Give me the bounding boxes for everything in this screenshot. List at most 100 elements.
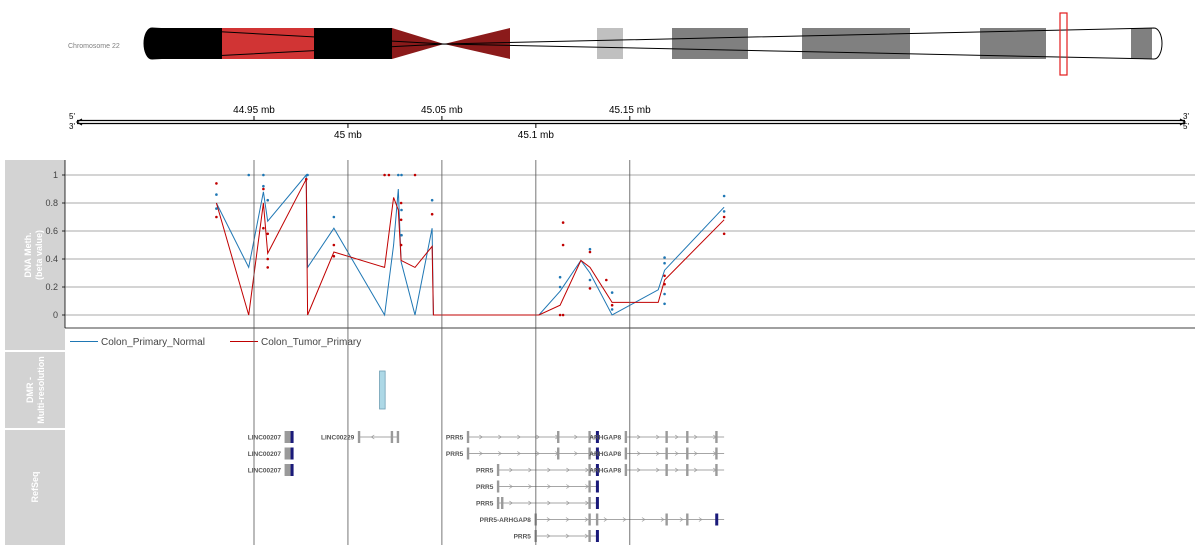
strand-arrow bbox=[566, 484, 570, 489]
data-point-tumor bbox=[588, 287, 592, 290]
data-point-normal bbox=[247, 173, 251, 177]
strand-arrow bbox=[566, 500, 570, 506]
strand-arrow bbox=[546, 533, 551, 539]
gene-exon bbox=[284, 464, 287, 476]
gene-exon bbox=[588, 497, 591, 509]
gene-exon bbox=[665, 464, 668, 476]
gene-model: PRR5 bbox=[476, 497, 599, 509]
data-point-tumor bbox=[722, 215, 726, 219]
legend: Colon_Primary_Normal Colon_Tumor_Primary bbox=[70, 337, 361, 348]
axis-tick-label-bottom: 45 mb bbox=[334, 130, 362, 141]
gene-label: LINC00229 bbox=[321, 435, 355, 442]
strand-arrow bbox=[641, 517, 646, 522]
refseq-track-label: RefSeq bbox=[30, 471, 40, 502]
data-point-normal bbox=[430, 198, 434, 202]
strand-arrow bbox=[528, 467, 532, 473]
data-point-tumor bbox=[304, 177, 308, 181]
strand-arrow bbox=[585, 484, 589, 489]
data-point-tumor bbox=[663, 274, 666, 278]
gene-model: ARHGAP8 bbox=[589, 464, 725, 476]
meth-y-tick-label: 0 bbox=[53, 310, 58, 320]
data-point-normal bbox=[262, 173, 265, 177]
strand-arrow bbox=[479, 451, 483, 456]
data-point-normal bbox=[400, 173, 403, 177]
legend-label-tumor: Colon_Tumor_Primary bbox=[261, 337, 361, 348]
gene-exon bbox=[588, 447, 591, 460]
gene-label: PRR5-ARHGAP8 bbox=[480, 517, 532, 524]
gene-exon bbox=[665, 513, 668, 526]
gene-exon bbox=[686, 464, 689, 476]
gene-exon bbox=[588, 431, 591, 443]
strand-arrow bbox=[693, 434, 698, 440]
refseq-track-label-bg bbox=[5, 430, 65, 545]
gene-exon bbox=[595, 513, 599, 526]
centromere-left bbox=[392, 28, 444, 59]
genome-axis: 5' 3' 3' 5' 44.95 mb 45.05 mb 45.15 mb 45 m… bbox=[69, 105, 1189, 141]
gene-model: LINC00207 bbox=[248, 447, 294, 460]
data-point-tumor bbox=[588, 250, 592, 254]
band-gray-2 bbox=[802, 28, 910, 59]
refseq-track: RefSeq LINC00207 LINC00207 LINC00207 LINC00… bbox=[5, 430, 725, 545]
data-point-normal bbox=[722, 210, 726, 213]
data-point-tumor bbox=[561, 221, 565, 224]
data-point-tumor bbox=[605, 278, 608, 282]
strand-left-bottom: 3' bbox=[69, 122, 75, 131]
strand-arrow bbox=[622, 517, 627, 522]
data-point-tumor bbox=[413, 173, 417, 177]
strand-right-top: 3' bbox=[1183, 112, 1189, 121]
strand-arrow bbox=[566, 467, 570, 473]
strand-right-bottom: 5' bbox=[1183, 122, 1189, 131]
data-point-normal bbox=[663, 292, 666, 296]
meth-y-ticks: 0 0.2 0.4 0.6 0.8 1 bbox=[45, 170, 65, 320]
strand-arrow bbox=[636, 451, 641, 456]
strand-arrow bbox=[536, 451, 540, 456]
meth-track-label: DNA Meth. bbox=[23, 232, 33, 277]
meth-y-tick-label: 0.6 bbox=[45, 226, 58, 236]
gene-model: ARHGAP8 bbox=[589, 431, 725, 443]
methylation-track: DNA Meth. (beta value) 0 0.2 0.4 0.6 0.8 1 Co… bbox=[5, 160, 1195, 350]
strand-arrow bbox=[585, 467, 589, 473]
data-point-tumor bbox=[266, 232, 270, 236]
strand-arrow bbox=[679, 517, 684, 522]
gene-exon bbox=[715, 464, 718, 476]
gene-exon bbox=[390, 431, 394, 443]
data-point-normal bbox=[397, 173, 400, 177]
gene-exon bbox=[686, 431, 689, 443]
strand-arrow bbox=[655, 434, 660, 440]
gene-exon bbox=[686, 513, 689, 526]
gene-label: LINC00207 bbox=[248, 451, 282, 458]
dmr-track-label: DMR - bbox=[25, 377, 35, 403]
strand-arrow bbox=[565, 517, 570, 522]
strand-arrow bbox=[674, 467, 679, 473]
strand-arrow bbox=[509, 467, 513, 473]
gene-exon bbox=[715, 447, 718, 460]
data-point-tumor bbox=[262, 226, 265, 230]
gene-model: PRR5 bbox=[446, 431, 599, 443]
gene-exon bbox=[287, 431, 291, 443]
data-point-normal bbox=[663, 302, 666, 306]
strand-arrow bbox=[655, 451, 660, 456]
data-point-tumor bbox=[722, 232, 726, 236]
gene-exon bbox=[595, 447, 599, 460]
data-point-normal bbox=[306, 173, 309, 177]
series-line-colon-tumor-primary bbox=[215, 178, 725, 316]
strand-arrow bbox=[517, 434, 521, 440]
gene-exon bbox=[286, 431, 289, 443]
gene-exon bbox=[595, 497, 599, 509]
band-white-3 bbox=[748, 28, 802, 59]
data-point-tumor bbox=[558, 313, 562, 317]
gene-exon bbox=[287, 447, 291, 460]
strand-arrow bbox=[536, 434, 540, 440]
meth-y-tick-label: 0.8 bbox=[45, 198, 58, 208]
gene-exon bbox=[624, 431, 628, 443]
data-point-normal bbox=[558, 285, 562, 289]
gene-label: PRR5 bbox=[514, 534, 532, 541]
band-white-end bbox=[1152, 28, 1162, 59]
gene-exon bbox=[284, 447, 287, 460]
region-highlight bbox=[1059, 12, 1068, 76]
data-point-normal bbox=[266, 198, 270, 202]
gene-exon bbox=[557, 431, 560, 443]
band-lightgray bbox=[597, 28, 623, 59]
gene-exon bbox=[595, 464, 599, 476]
gene-exon bbox=[290, 447, 294, 460]
